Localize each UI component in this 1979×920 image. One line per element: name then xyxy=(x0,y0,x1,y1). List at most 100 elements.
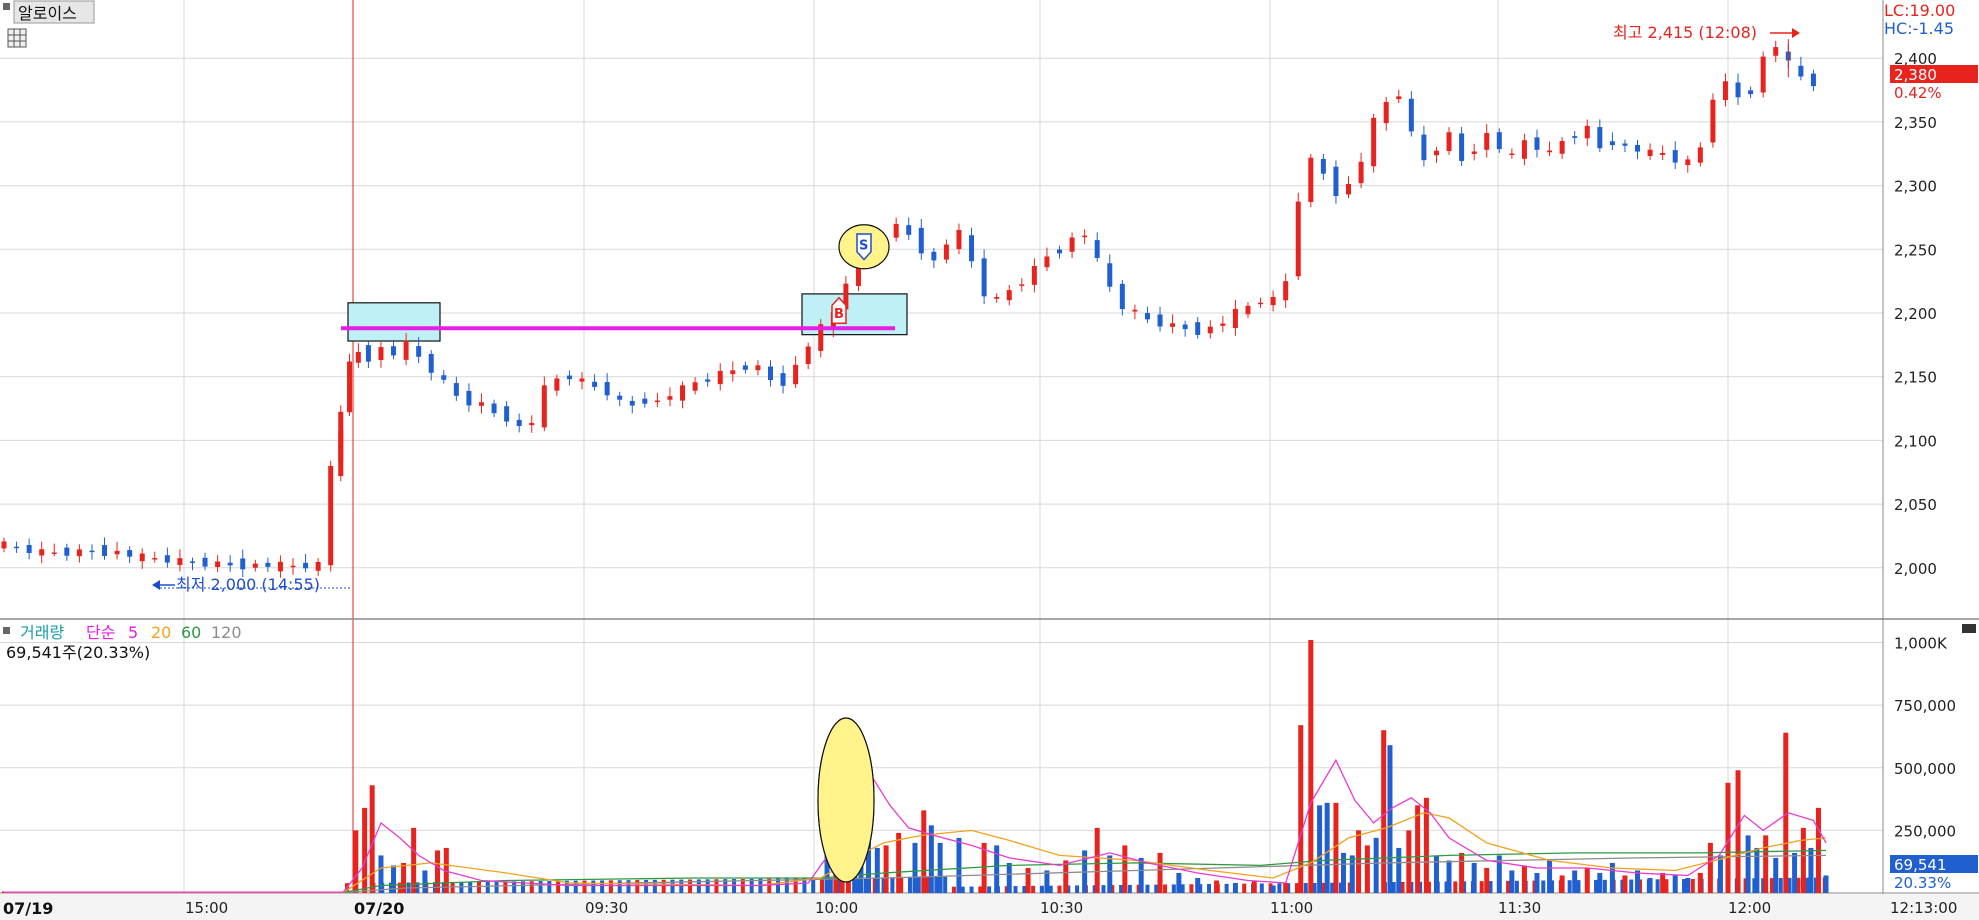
candle-body xyxy=(277,561,283,572)
volume-bar xyxy=(1180,884,1185,893)
candle-body xyxy=(1006,290,1012,301)
candle-body xyxy=(617,395,623,400)
candle-body xyxy=(504,406,510,422)
volume-bar xyxy=(1717,855,1723,893)
volume-tick-label: 750,000 xyxy=(1894,697,1956,715)
volume-bar xyxy=(925,876,930,893)
volume-bar xyxy=(928,825,934,893)
table-grid-icon[interactable] xyxy=(7,28,27,48)
volume-bar xyxy=(1242,883,1247,893)
ma5-line xyxy=(4,758,1827,893)
volume-bar xyxy=(1075,885,1080,893)
candle-body xyxy=(265,562,271,567)
volume-bar xyxy=(1550,880,1555,893)
candle-body xyxy=(1509,153,1515,156)
volume-bar xyxy=(1462,881,1467,893)
volume-bar xyxy=(1303,883,1308,893)
last-volume-tag: 69,541 xyxy=(1894,856,1947,874)
volume-bar xyxy=(1101,885,1106,893)
candle-body xyxy=(994,296,1000,299)
volume-bar xyxy=(1270,885,1276,893)
volume-bar xyxy=(1743,878,1748,893)
candle-body xyxy=(1597,127,1603,149)
candle-body xyxy=(51,552,57,554)
volume-bar xyxy=(670,879,675,893)
candle-body xyxy=(1245,305,1251,315)
candle-body xyxy=(906,225,912,235)
panel-collapse-icon[interactable] xyxy=(3,3,10,10)
stock-name-box[interactable] xyxy=(13,0,95,24)
candle-body xyxy=(441,375,447,380)
volume-bar xyxy=(1127,884,1132,893)
volume-bar xyxy=(1622,875,1628,893)
candle-body xyxy=(1144,313,1150,320)
volume-panel-collapse-icon[interactable] xyxy=(3,627,10,634)
volume-bar xyxy=(1787,877,1792,893)
candle-body xyxy=(1094,240,1100,258)
volume-bar xyxy=(934,876,939,893)
price-tick-label: 2,400 xyxy=(1894,50,1937,68)
candle-body xyxy=(338,430,344,477)
volume-bar xyxy=(401,862,407,893)
current-time-label: 12:13:00 xyxy=(1890,899,1957,917)
volume-bar xyxy=(1509,870,1515,893)
volume-bar xyxy=(391,865,397,893)
volume-bar xyxy=(435,850,441,893)
candle-body xyxy=(1446,132,1452,152)
volume-bar xyxy=(1800,827,1806,893)
candle-body xyxy=(1773,47,1779,56)
candle-body xyxy=(805,346,811,365)
volume-bar xyxy=(1567,880,1572,893)
candle-body xyxy=(592,381,598,387)
candle-body xyxy=(1433,150,1439,156)
volume-bar xyxy=(951,886,956,893)
volume-bar xyxy=(1609,862,1615,893)
volume-bar xyxy=(652,879,657,893)
volume-bar xyxy=(896,832,902,893)
candle-body xyxy=(1283,281,1289,301)
volume-bar xyxy=(1471,862,1477,893)
sell-marker-icon xyxy=(856,233,872,261)
volume-bar xyxy=(1356,830,1362,893)
candle-body xyxy=(579,378,585,382)
volume-bar xyxy=(1283,882,1289,893)
volume-bar xyxy=(1092,885,1097,893)
candle-body xyxy=(818,324,824,351)
candle-body xyxy=(1383,101,1389,124)
candle-body xyxy=(1396,96,1402,100)
volume-panel-menu-icon[interactable] xyxy=(1962,624,1976,633)
candle-body xyxy=(391,346,397,356)
volume-bar xyxy=(705,879,710,893)
volume-bar xyxy=(1685,877,1691,893)
volume-bar xyxy=(389,882,394,893)
ma20-label: 20 xyxy=(151,623,171,642)
candle-body xyxy=(793,364,799,385)
volume-bar xyxy=(1572,870,1578,893)
candle-body xyxy=(1421,134,1427,161)
candle-body xyxy=(956,229,962,250)
volume-bar xyxy=(874,847,880,893)
volume-bar xyxy=(1541,880,1546,893)
volume-bar xyxy=(981,842,987,893)
volume-bar xyxy=(591,880,596,893)
candle-body xyxy=(1635,144,1641,152)
candle-body xyxy=(1207,326,1213,334)
candle-body xyxy=(1,541,7,549)
volume-bar xyxy=(1433,855,1439,893)
buy-marker-icon xyxy=(831,296,847,324)
candle-body xyxy=(39,549,45,556)
ma60-label: 60 xyxy=(181,623,201,642)
volume-bar xyxy=(863,877,868,893)
price-tick-label: 2,200 xyxy=(1894,305,1937,323)
volume-bar xyxy=(881,877,886,893)
volume-bar xyxy=(353,830,359,893)
trade-markers: SB xyxy=(817,224,890,883)
candle-body xyxy=(730,370,736,375)
volume-bar xyxy=(890,877,895,893)
volume-bar xyxy=(1446,860,1452,893)
date-label-0719: 07/19 xyxy=(3,899,53,918)
volume-bar xyxy=(1655,879,1660,893)
volume-bar xyxy=(1004,886,1009,893)
volume-bar xyxy=(1207,884,1212,893)
volume-bar xyxy=(520,881,525,893)
